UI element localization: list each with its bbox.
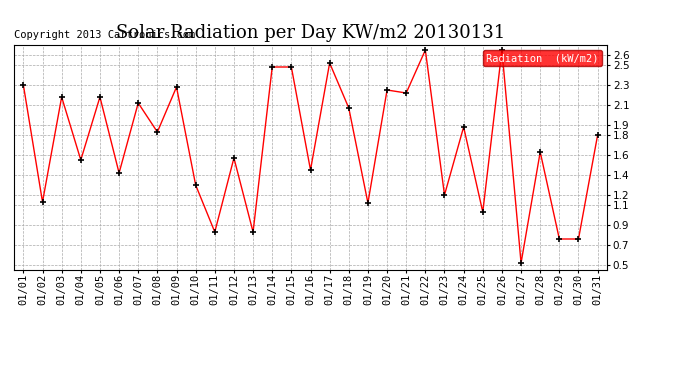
- Text: Copyright 2013 Cartronics.com: Copyright 2013 Cartronics.com: [14, 30, 195, 40]
- Legend: Radiation  (kW/m2): Radiation (kW/m2): [483, 50, 602, 66]
- Title: Solar Radiation per Day KW/m2 20130131: Solar Radiation per Day KW/m2 20130131: [116, 24, 505, 42]
